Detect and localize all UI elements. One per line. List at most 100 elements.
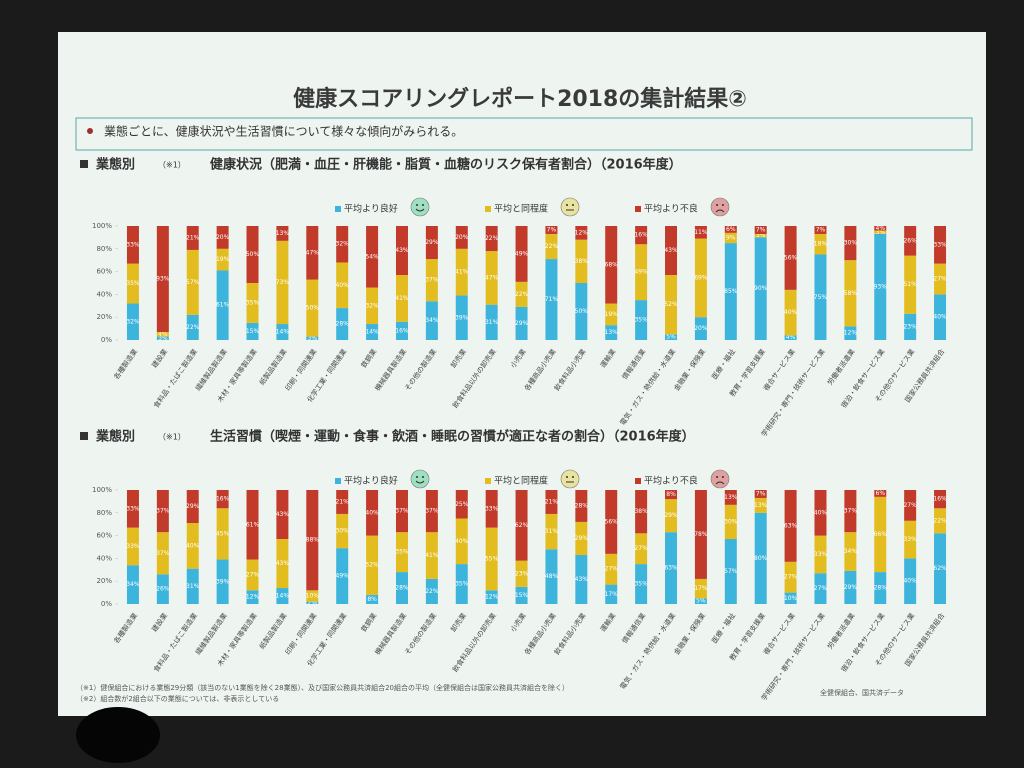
bar-segment — [724, 504, 737, 540]
value-label: 33% — [933, 241, 947, 248]
bar-segment — [724, 226, 737, 233]
value-label: 27% — [814, 585, 828, 592]
bar-segment — [874, 226, 887, 231]
value-label: 38% — [634, 508, 648, 515]
bar-segment — [724, 243, 737, 340]
face-icon — [710, 197, 730, 217]
bar-segment — [425, 578, 438, 604]
bar-segment — [336, 226, 349, 263]
bar-segment — [186, 314, 199, 340]
value-label: 34% — [425, 317, 439, 324]
bar-segment — [395, 532, 408, 573]
value-label: 21% — [186, 234, 200, 241]
face-eye — [722, 204, 724, 206]
value-label: 29% — [425, 239, 439, 246]
legend-label: 平均より不良 — [644, 475, 698, 487]
value-label: 14% — [276, 593, 290, 600]
value-label: 71% — [545, 296, 559, 303]
value-label: 10% — [784, 595, 798, 602]
bullet-dot — [87, 128, 93, 134]
bar-segment — [665, 532, 678, 604]
value-label: 23% — [903, 323, 917, 330]
value-label: 41% — [395, 295, 409, 302]
value-label: 16% — [933, 496, 947, 503]
value-label: 25% — [455, 501, 469, 508]
value-label: 3% — [756, 232, 766, 239]
value-label: 23% — [515, 570, 529, 577]
value-label: 27% — [933, 276, 947, 283]
bar-segment — [844, 260, 857, 327]
value-label: 93% — [874, 283, 888, 290]
bar-segment — [485, 251, 498, 305]
source: 全健保組合、国共済データ — [820, 688, 904, 697]
bar-segment — [904, 490, 917, 521]
bar-segment — [844, 326, 857, 340]
value-label: 29% — [664, 512, 678, 519]
bar-segment — [186, 249, 199, 315]
bar-segment — [366, 226, 379, 288]
value-label: 22% — [186, 324, 200, 331]
legend-label: 平均より良好 — [344, 475, 398, 487]
y-tick-label: 80% — [96, 245, 112, 253]
bar-segment — [216, 559, 229, 604]
bar-segment — [425, 490, 438, 533]
value-label: 31% — [186, 583, 200, 590]
bar-segment — [545, 513, 558, 550]
bar-segment — [126, 490, 139, 528]
legend-label: 平均より不良 — [644, 203, 698, 215]
face-eye — [572, 204, 574, 206]
value-label: 5% — [666, 334, 676, 341]
bar-segment — [216, 248, 229, 271]
value-label: 51% — [903, 281, 917, 288]
bar-segment — [575, 283, 588, 340]
bar-segment — [246, 490, 259, 560]
value-label: 37% — [156, 550, 170, 557]
value-label: 33% — [126, 543, 140, 550]
value-label: 61% — [246, 521, 260, 528]
face-eye — [572, 476, 574, 478]
y-tick-label: 20% — [96, 313, 112, 321]
value-label: 19% — [216, 256, 230, 263]
value-label: 3% — [308, 335, 318, 342]
face-mouth — [715, 481, 725, 485]
value-label: 33% — [485, 505, 499, 512]
bar-segment — [246, 283, 259, 323]
section-label: 業態別 — [95, 429, 135, 445]
value-label: 5% — [696, 598, 706, 605]
bar-segment — [694, 578, 707, 599]
bar-segment — [814, 535, 827, 574]
bar-segment — [186, 226, 199, 250]
value-label: 73% — [276, 279, 290, 286]
legend-label: 平均と同程度 — [494, 203, 548, 215]
bar-segment — [754, 226, 767, 234]
value-label: 41% — [455, 269, 469, 276]
bar-segment — [156, 574, 169, 604]
value-label: 22% — [515, 291, 529, 298]
value-label: 35% — [455, 581, 469, 588]
value-label: 37% — [425, 277, 439, 284]
value-label: 43% — [276, 511, 290, 518]
value-label: 29% — [515, 320, 529, 327]
footnote: （※1）健保組合における業態29分類（該当のない1業態を除く28業態）、及び国家… — [76, 683, 569, 692]
value-label: 12% — [575, 229, 589, 236]
bar-segment — [665, 334, 678, 340]
bar-segment — [485, 490, 498, 528]
bar-segment — [784, 226, 797, 290]
value-label: 32% — [336, 241, 350, 248]
value-label: 16% — [395, 327, 409, 334]
bar-segment — [306, 490, 319, 591]
y-tick-label: 100% — [92, 222, 112, 230]
bar-segment — [575, 521, 588, 555]
note-ref: （※1） — [158, 433, 186, 442]
value-label: 40% — [933, 314, 947, 321]
bar-segment — [126, 263, 139, 304]
bar-segment — [814, 490, 827, 536]
value-label: 22% — [545, 243, 559, 250]
face-eye — [422, 204, 424, 206]
value-label: 49% — [515, 250, 529, 257]
bar-segment — [665, 490, 678, 500]
bar-segment — [904, 226, 917, 256]
bar-segment — [694, 598, 707, 604]
bar-segment — [605, 584, 618, 604]
